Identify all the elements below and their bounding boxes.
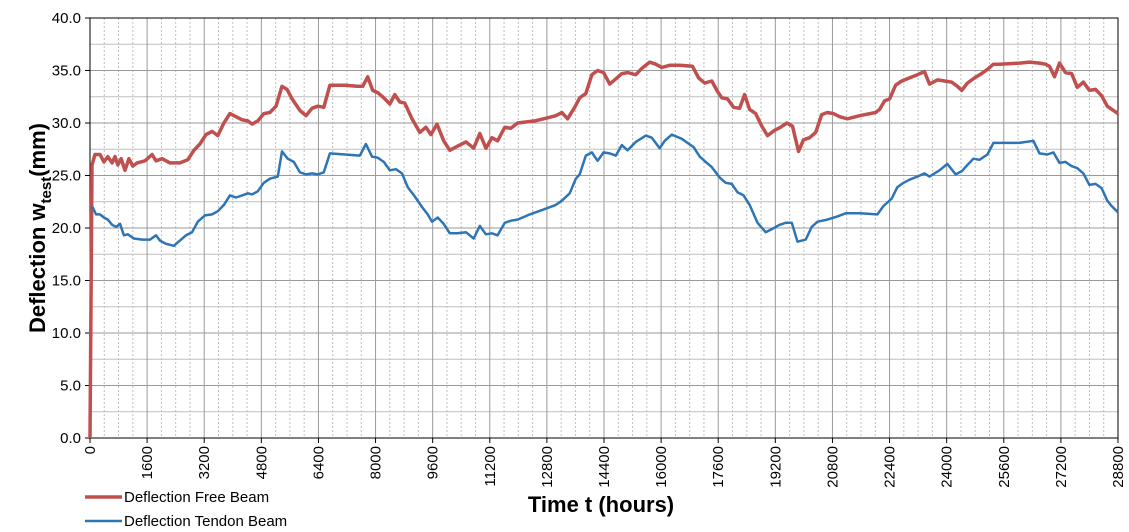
x-tick-label: 12800 xyxy=(539,446,556,488)
x-tick-label: 25600 xyxy=(996,446,1013,488)
x-tick-label: 14400 xyxy=(596,446,613,488)
x-tick-label: 20800 xyxy=(824,446,841,488)
x-tick-label: 9600 xyxy=(425,446,442,479)
y-tick-label: 25.0 xyxy=(52,168,81,185)
x-tick-label: 22400 xyxy=(882,446,899,488)
x-tick-label: 8000 xyxy=(368,446,385,479)
y-tick-label: 0.0 xyxy=(60,430,81,447)
y-axis-title: Deflection wtest(mm) xyxy=(25,123,55,333)
x-axis-title: Time t (hours) xyxy=(528,492,674,517)
y-tick-label: 40.0 xyxy=(52,10,81,27)
y-tick-label: 10.0 xyxy=(52,325,81,342)
x-tick-label: 6400 xyxy=(310,446,327,479)
data-line xyxy=(90,133,1119,248)
x-tick-label: 3200 xyxy=(196,446,213,479)
legend-label: Deflection Free Beam xyxy=(124,489,269,506)
x-tick-label: 4800 xyxy=(253,446,270,479)
x-tick-label: 27200 xyxy=(1053,446,1070,488)
x-tick-label: 28800 xyxy=(1110,446,1127,488)
x-tick-label: 17600 xyxy=(710,446,727,488)
x-tick-label: 19200 xyxy=(767,446,784,488)
x-tick-label: 1600 xyxy=(139,446,156,479)
data-line xyxy=(88,60,1119,439)
x-tick-label: 11200 xyxy=(482,446,499,487)
y-axis-title-main: Deflection w xyxy=(25,203,50,333)
y-tick-label: 30.0 xyxy=(52,115,81,132)
y-axis-title-sub: test xyxy=(38,177,55,204)
legend-label: Deflection Tendon Beam xyxy=(124,513,287,530)
x-tick-label: 24000 xyxy=(939,446,956,488)
y-tick-label: 5.0 xyxy=(60,378,81,395)
y-tick-label: 35.0 xyxy=(52,63,81,80)
x-tick-label: 0 xyxy=(82,446,99,454)
x-tick-label: 16000 xyxy=(653,446,670,488)
y-tick-label: 20.0 xyxy=(52,220,81,237)
y-tick-label: 15.0 xyxy=(52,273,81,290)
y-axis-title-unit: (mm) xyxy=(25,123,50,177)
